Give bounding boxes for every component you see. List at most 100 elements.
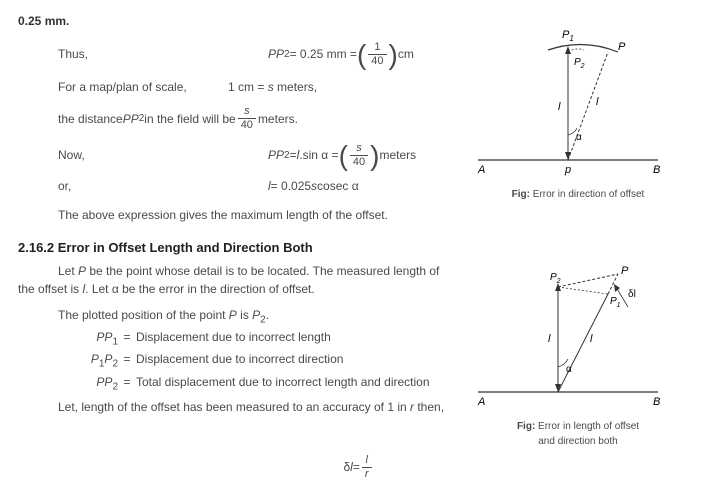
scale-eq: 1 cm = s meters, bbox=[228, 78, 317, 96]
fig2-cap2: and direction both bbox=[538, 436, 618, 447]
eqf-d: δ bbox=[343, 458, 350, 476]
dist-den: 40 bbox=[238, 118, 256, 131]
f2-P: P bbox=[621, 265, 629, 277]
fig1-cap-b: Fig: bbox=[512, 189, 530, 200]
label-thus: Thus, bbox=[58, 45, 268, 63]
f2-A: A bbox=[477, 396, 485, 408]
p1p2-l: P1P2 bbox=[78, 350, 118, 371]
now-sin: .sin α = bbox=[299, 146, 338, 164]
dist-a: the distance bbox=[58, 110, 123, 128]
line-scale: For a map/plan of scale, 1 cm = s meters… bbox=[18, 78, 458, 96]
lower-block: Let P be the point whose detail is to be… bbox=[18, 262, 699, 449]
f2-alpha: α bbox=[566, 364, 572, 375]
pp2-l: PP2 bbox=[78, 373, 118, 394]
lparen: ( bbox=[357, 41, 366, 69]
fig1-cap-t: Error in direction of offset bbox=[530, 189, 644, 200]
pp1-eq: = bbox=[118, 328, 136, 346]
p1a: Let bbox=[58, 264, 78, 278]
p1p2-t: Displacement due to incorrect direction bbox=[136, 350, 343, 368]
eq-025: = 0.25 mm = bbox=[290, 45, 357, 63]
fig2-svg: P2 P P1 δl A B l l α bbox=[468, 262, 668, 412]
eq-pp2-value: PP2 = 0.25 mm = ( 140 ) cm bbox=[268, 40, 414, 68]
f1-P2: P2 bbox=[574, 57, 585, 70]
f2-B: B bbox=[653, 396, 660, 408]
eq-thus: Thus, PP2 = 0.25 mm = ( 140 ) cm bbox=[18, 40, 458, 68]
p1p2-eq: = bbox=[118, 350, 136, 368]
line-distance: the distance PP2 in the field will be s4… bbox=[18, 106, 458, 131]
dist-pp: PP bbox=[123, 110, 139, 128]
or-label: or, bbox=[58, 177, 268, 195]
p1e: . Let α be the error in the direction of… bbox=[85, 282, 315, 296]
now-eq1: = bbox=[290, 146, 297, 164]
f2-l2: l bbox=[590, 333, 593, 345]
upper-block: Thus, PP2 = 0.25 mm = ( 140 ) cm For a m… bbox=[18, 30, 699, 202]
now-label: Now, bbox=[58, 146, 268, 164]
f1-alpha: α bbox=[576, 132, 582, 143]
now-unit: meters bbox=[379, 146, 416, 164]
page: 0.25 mm. Thus, PP2 = 0.25 mm = ( 140 ) c… bbox=[18, 12, 699, 480]
rparen: ) bbox=[389, 41, 398, 69]
fig2-cap-b: Fig: bbox=[517, 421, 535, 432]
def-p1p2: P1P2 = Displacement due to incorrect dir… bbox=[18, 350, 458, 371]
line-maxlen: The above expression gives the maximum l… bbox=[18, 206, 699, 224]
eq-cosec: l = 0.025 s cosec α bbox=[268, 177, 359, 195]
pp2-eq: = bbox=[118, 373, 136, 391]
dist-num: s bbox=[241, 106, 253, 118]
fig1-caption: Fig: Error in direction of offset bbox=[468, 187, 688, 202]
unit-cm: cm bbox=[398, 45, 414, 63]
para-accuracy: Let, length of the offset has been measu… bbox=[18, 398, 458, 416]
frac-1-40: 140 bbox=[368, 42, 386, 67]
scale-m: meters, bbox=[274, 80, 317, 94]
or-cosec: cosec α bbox=[317, 177, 359, 195]
p3a: Let, length of the offset has been measu… bbox=[58, 400, 410, 414]
p2d: P bbox=[252, 308, 260, 322]
f1-pl: p bbox=[564, 164, 571, 176]
p3c: then, bbox=[414, 400, 444, 414]
section-heading: 2.16.2 Error in Offset Length and Direct… bbox=[18, 238, 699, 258]
dist-c: in the field will be bbox=[144, 110, 235, 128]
f1-P: P bbox=[618, 41, 626, 53]
line-025mm: 0.25 mm. bbox=[18, 12, 699, 30]
figure-1: P1 P P2 A B p l l α Fig: Error in direct… bbox=[468, 30, 688, 202]
scale-1cm: 1 cm = bbox=[228, 80, 268, 94]
p2b: P bbox=[229, 308, 237, 322]
pp2-t: Total displacement due to incorrect leng… bbox=[136, 373, 430, 391]
or-val: = 0.025 bbox=[271, 177, 311, 195]
figure-2: P2 P P1 δl A B l l α Fig: Error in lengt… bbox=[468, 262, 688, 449]
f1-l1: l bbox=[558, 101, 561, 113]
eq-or: or, l = 0.025 s cosec α bbox=[18, 177, 458, 195]
now-num: s bbox=[353, 143, 365, 155]
lower-text: Let P be the point whose detail is to be… bbox=[18, 262, 458, 449]
eqf-eq: = bbox=[353, 458, 360, 476]
f2-P1: P1 bbox=[610, 296, 621, 309]
frac-s-40b: s40 bbox=[350, 143, 368, 168]
rparen2: ) bbox=[370, 142, 379, 170]
upper-text: Thus, PP2 = 0.25 mm = ( 140 ) cm For a m… bbox=[18, 30, 458, 202]
fig1-svg: P1 P P2 A B p l l α bbox=[468, 30, 668, 180]
scale-label: For a map/plan of scale, bbox=[58, 78, 228, 96]
pp1-l: PP1 bbox=[78, 328, 118, 349]
def-pp1: PP1 = Displacement due to incorrect leng… bbox=[18, 328, 458, 349]
lparen2: ( bbox=[339, 142, 348, 170]
f2-l1: l bbox=[548, 333, 551, 345]
para-plotted: The plotted position of the point P is P… bbox=[18, 306, 458, 327]
f1-P1: P1 bbox=[562, 30, 574, 43]
f2-dl: δl bbox=[628, 289, 636, 300]
dist-d: meters. bbox=[258, 110, 298, 128]
f1-A: A bbox=[477, 164, 485, 176]
f1-l2: l bbox=[596, 96, 599, 108]
p2c: is bbox=[237, 308, 252, 322]
pp1-t: Displacement due to incorrect length bbox=[136, 328, 331, 346]
now-pp: PP bbox=[268, 146, 284, 164]
now-den: 40 bbox=[350, 155, 368, 168]
pp2-sym: PP bbox=[268, 45, 284, 63]
eqf-den: r bbox=[362, 467, 372, 480]
eq-lsin: PP2 = l .sin α = ( s40 ) meters bbox=[268, 141, 416, 169]
frac-s-40: s40 bbox=[238, 106, 256, 131]
p2a: The plotted position of the point bbox=[58, 308, 229, 322]
def-pp2: PP2 = Total displacement due to incorrec… bbox=[18, 373, 458, 394]
eq-delta-l: δl = lr bbox=[18, 455, 699, 480]
p2e: . bbox=[266, 308, 269, 322]
para-letP: Let P be the point whose detail is to be… bbox=[18, 262, 458, 298]
eq-now: Now, PP2 = l .sin α = ( s40 ) meters bbox=[18, 141, 458, 169]
